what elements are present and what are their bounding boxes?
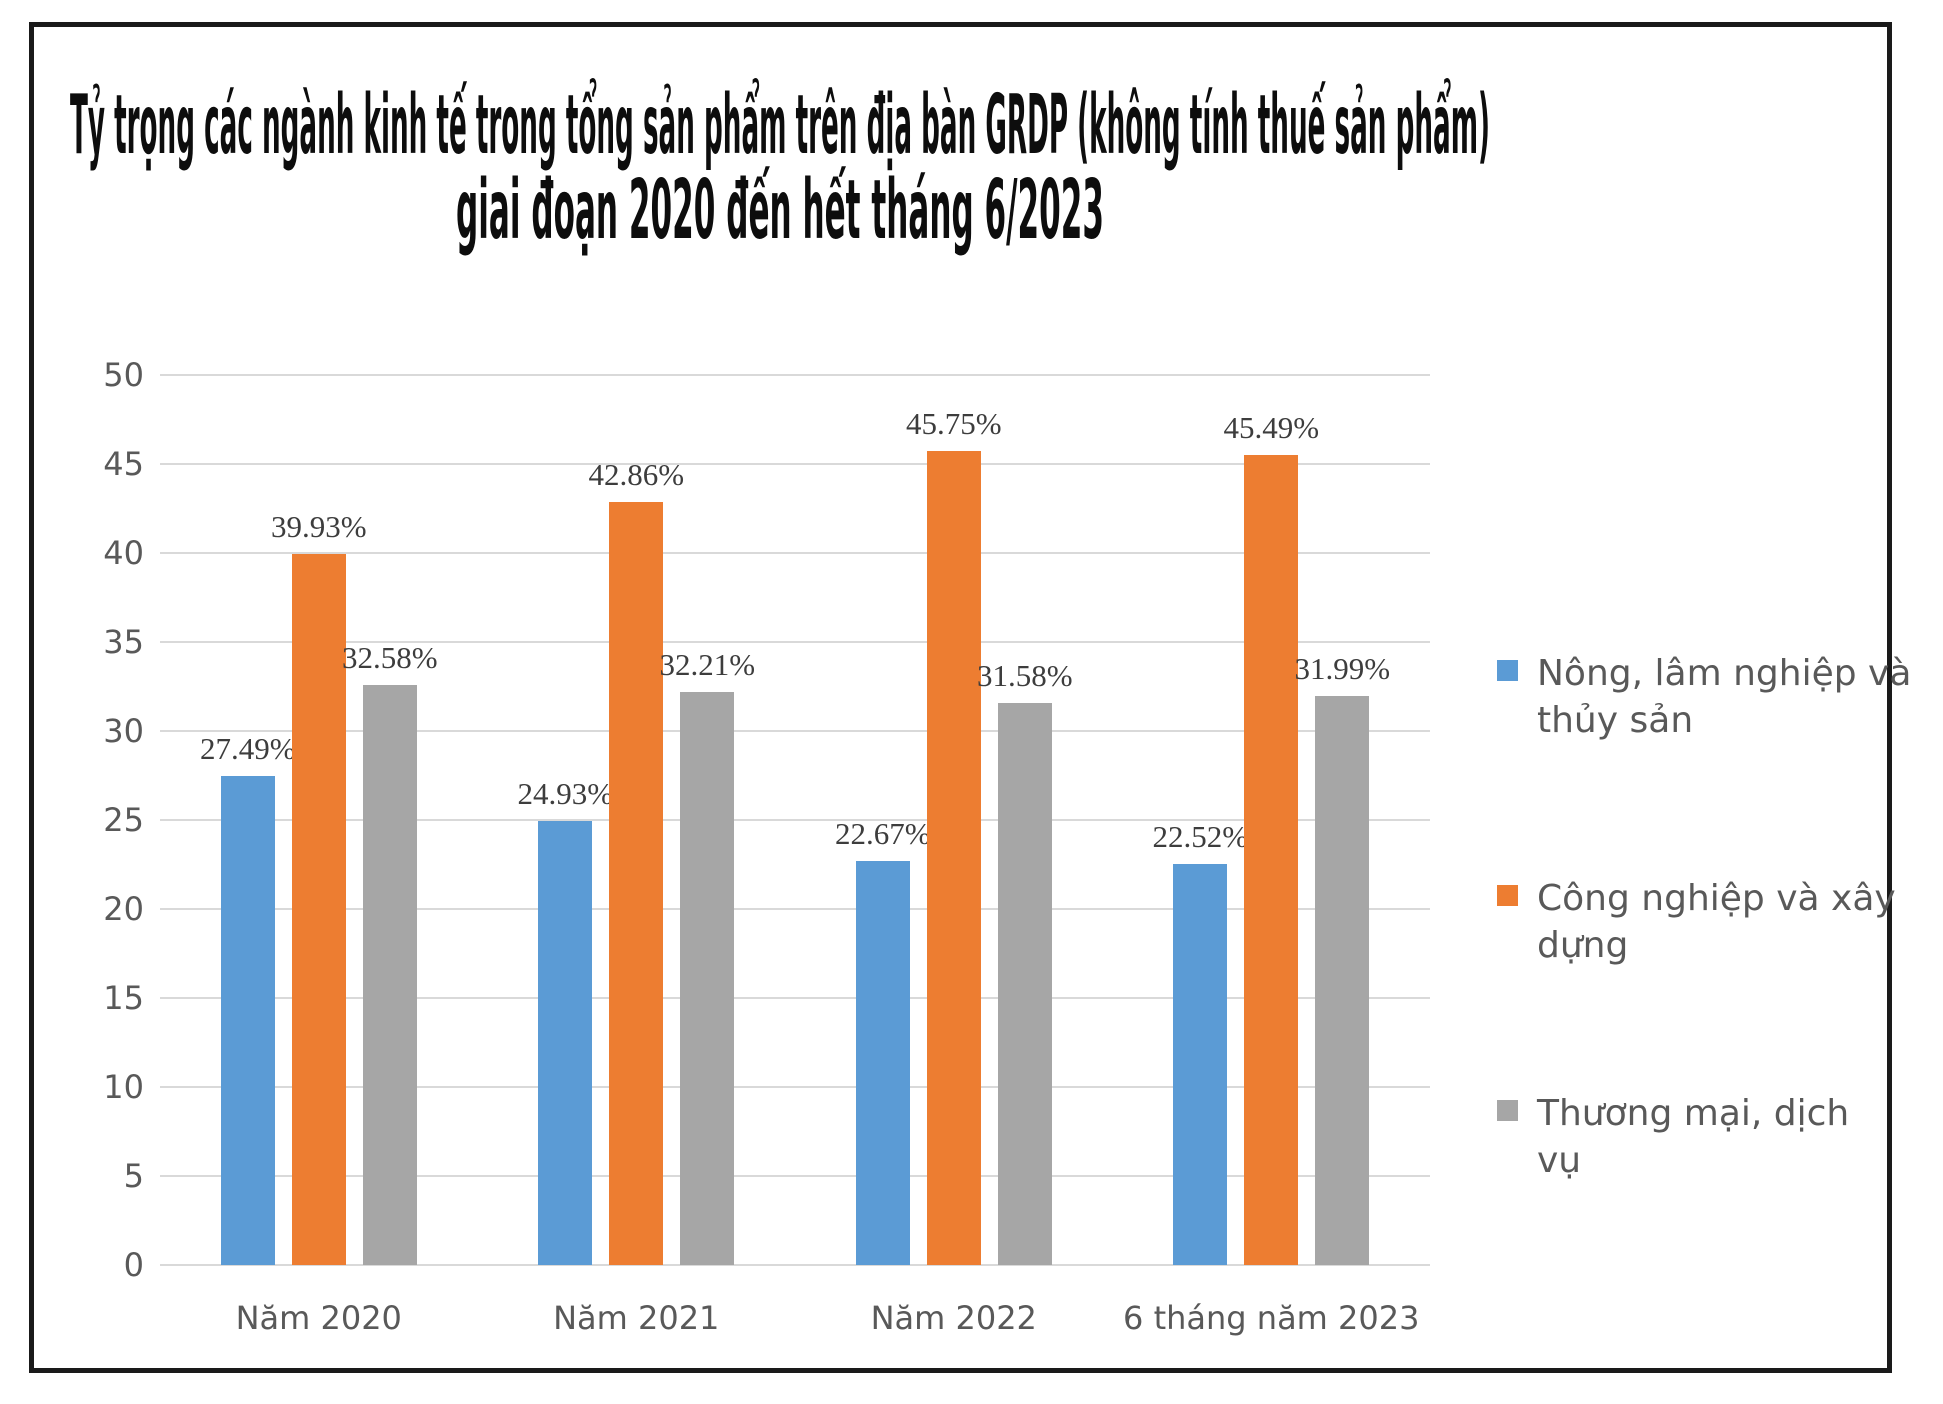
gridline: [160, 463, 1430, 465]
gridline: [160, 1264, 1430, 1266]
x-category-label: Năm 2021: [553, 1299, 720, 1337]
y-tick-label: 25: [103, 801, 144, 839]
gridline: [160, 1175, 1430, 1177]
bar-label: 45.75%: [905, 405, 1002, 441]
gridline: [160, 819, 1430, 821]
legend-item: Công nghiệp và xây dựng: [1497, 875, 1896, 969]
y-tick-label: 30: [103, 712, 144, 750]
bar: [362, 685, 417, 1265]
chart-border: [29, 22, 1892, 1373]
y-tick-label: 0: [123, 1246, 144, 1284]
plot-area: [160, 374, 1430, 1266]
legend-label: Công nghiệp và xây dựng: [1537, 875, 1896, 969]
bar-label: 45.49%: [1223, 410, 1320, 446]
gridline: [160, 552, 1430, 554]
gridline: [160, 908, 1430, 910]
legend-swatch: [1497, 660, 1518, 681]
legend-label: Nông, lâm nghiệp và thủy sản: [1537, 650, 1911, 744]
gridline: [160, 1086, 1430, 1088]
gridline: [160, 997, 1430, 999]
bar-label: 31.99%: [1294, 650, 1391, 686]
legend-item: Thương mại, dịch vụ: [1497, 1090, 1849, 1184]
bar: [855, 861, 910, 1265]
bar-label: 32.21%: [659, 646, 756, 682]
y-tick-label: 10: [103, 1068, 144, 1106]
bar-label: 31.58%: [976, 657, 1073, 693]
legend-label-line: Thương mại, dịch: [1537, 1093, 1850, 1134]
y-tick-label: 35: [103, 623, 144, 661]
bar: [997, 702, 1052, 1265]
bar-label: 39.93%: [270, 509, 367, 545]
y-tick-label: 15: [103, 979, 144, 1017]
y-tick-label: 5: [123, 1157, 144, 1195]
x-category-label: Năm 2022: [870, 1299, 1037, 1337]
legend-label-line: Nông, lâm nghiệp và: [1537, 653, 1912, 694]
legend-swatch: [1497, 1100, 1518, 1121]
legend-label-line: thủy sản: [1537, 700, 1694, 741]
chart-title: Tỷ trọng các ngành kinh tế trong tổng sả…: [70, 78, 1490, 258]
bar-label: 24.93%: [517, 776, 614, 812]
bar: [1315, 695, 1370, 1265]
bar: [926, 450, 981, 1265]
bar: [538, 821, 593, 1265]
x-category-label: 6 tháng năm 2023: [1123, 1299, 1420, 1337]
bar: [291, 554, 346, 1265]
y-tick-label: 50: [103, 356, 144, 394]
chart-title-line-1: Tỷ trọng các ngành kinh tế trong tổng sả…: [70, 78, 1490, 173]
bar-label: 32.58%: [341, 640, 438, 676]
bar-label: 22.67%: [834, 816, 931, 852]
gridline: [160, 374, 1430, 376]
legend-item: Nông, lâm nghiệp và thủy sản: [1497, 650, 1911, 744]
gridline: [160, 730, 1430, 732]
legend-label-line: Công nghiệp và xây: [1537, 878, 1896, 919]
y-tick-label: 20: [103, 890, 144, 928]
bar-label: 22.52%: [1152, 819, 1249, 855]
legend: Nông, lâm nghiệp và thủy sản Công nghiệp v…: [1497, 0, 1917, 1404]
x-category-label: Năm 2020: [235, 1299, 402, 1337]
y-tick-label: 45: [103, 445, 144, 483]
gridline: [160, 641, 1430, 643]
bar-label: 27.49%: [199, 730, 296, 766]
bar-label: 42.86%: [588, 457, 685, 493]
bar: [609, 502, 664, 1265]
bar: [1173, 864, 1228, 1265]
bar: [1244, 455, 1299, 1265]
legend-label-line: vụ: [1537, 1140, 1582, 1181]
bar: [220, 775, 275, 1265]
chart-title-line-2: giai đoạn 2020 đến hết tháng 6/2023: [456, 163, 1104, 258]
legend-swatch: [1497, 885, 1518, 906]
y-tick-label: 40: [103, 534, 144, 572]
bar: [680, 691, 735, 1265]
legend-label: Thương mại, dịch vụ: [1537, 1090, 1849, 1184]
legend-label-line: dựng: [1537, 925, 1629, 966]
